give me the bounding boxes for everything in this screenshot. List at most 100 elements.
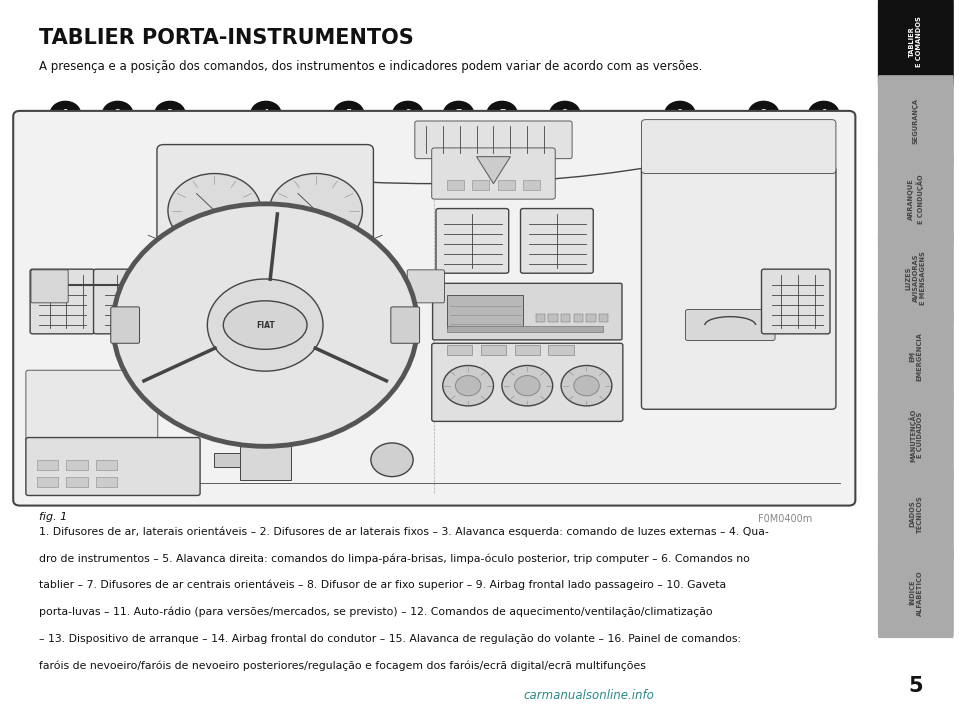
Bar bbox=[66, 460, 87, 470]
Circle shape bbox=[256, 231, 299, 264]
FancyBboxPatch shape bbox=[31, 270, 68, 303]
FancyBboxPatch shape bbox=[877, 390, 954, 481]
Circle shape bbox=[455, 376, 481, 396]
Circle shape bbox=[630, 480, 660, 506]
Text: TABLIER
E COMANDOS: TABLIER E COMANDOS bbox=[909, 16, 923, 67]
Bar bbox=[36, 476, 58, 487]
FancyBboxPatch shape bbox=[877, 311, 954, 402]
Bar bbox=[599, 314, 609, 322]
Text: dro de instrumentos – 5. Alavanca direita: comandos do limpa-pára-brisas, limpa-: dro de instrumentos – 5. Alavanca direit… bbox=[39, 553, 750, 564]
Text: 1: 1 bbox=[821, 109, 827, 118]
Circle shape bbox=[487, 101, 517, 126]
Text: 15: 15 bbox=[164, 489, 177, 497]
FancyBboxPatch shape bbox=[432, 343, 623, 421]
Text: 8: 8 bbox=[562, 109, 568, 118]
Bar bbox=[66, 476, 87, 487]
FancyBboxPatch shape bbox=[93, 269, 157, 334]
Text: 9: 9 bbox=[677, 109, 684, 118]
Bar bbox=[481, 345, 506, 355]
Bar bbox=[536, 314, 545, 322]
Bar bbox=[587, 314, 596, 322]
Bar bbox=[574, 314, 583, 322]
Circle shape bbox=[808, 101, 839, 126]
Bar bbox=[472, 180, 490, 190]
Bar bbox=[207, 263, 228, 271]
Circle shape bbox=[515, 376, 540, 396]
FancyBboxPatch shape bbox=[433, 284, 622, 340]
Text: 1: 1 bbox=[62, 109, 68, 118]
Bar bbox=[289, 263, 310, 271]
Text: A presença e a posição dos comandos, dos instrumentos e indicadores podem variar: A presença e a posição dos comandos, dos… bbox=[39, 60, 703, 73]
Circle shape bbox=[440, 480, 470, 506]
FancyBboxPatch shape bbox=[415, 121, 572, 159]
Circle shape bbox=[443, 101, 474, 126]
Circle shape bbox=[168, 174, 261, 247]
FancyBboxPatch shape bbox=[156, 145, 373, 290]
Circle shape bbox=[251, 101, 281, 126]
FancyBboxPatch shape bbox=[877, 233, 954, 323]
Circle shape bbox=[515, 480, 545, 506]
Circle shape bbox=[561, 366, 612, 406]
Circle shape bbox=[102, 101, 133, 126]
Bar bbox=[515, 345, 540, 355]
Bar bbox=[235, 263, 256, 271]
FancyBboxPatch shape bbox=[877, 75, 954, 166]
Text: 3: 3 bbox=[167, 109, 173, 118]
Circle shape bbox=[113, 204, 418, 447]
FancyBboxPatch shape bbox=[520, 208, 593, 273]
Bar bbox=[548, 345, 574, 355]
Bar bbox=[561, 314, 570, 322]
Text: TABLIER PORTA-INSTRUMENTOS: TABLIER PORTA-INSTRUMENTOS bbox=[39, 28, 414, 48]
Text: LUZES
AVISADORAS
E MENSAGENS: LUZES AVISADORAS E MENSAGENS bbox=[906, 251, 925, 305]
FancyBboxPatch shape bbox=[407, 270, 444, 303]
Text: tablier – 7. Difusores de ar centrais orientáveis – 8. Difusor de ar fixo superi: tablier – 7. Difusores de ar centrais or… bbox=[39, 580, 727, 591]
Text: DADOS
TÉCNICOS: DADOS TÉCNICOS bbox=[909, 495, 923, 533]
Text: FIAT: FIAT bbox=[255, 320, 275, 330]
Text: ARRANQUE
E CONDUÇÃO: ARRANQUE E CONDUÇÃO bbox=[908, 174, 924, 224]
Text: 16: 16 bbox=[89, 489, 102, 497]
Bar bbox=[180, 263, 202, 271]
FancyBboxPatch shape bbox=[877, 547, 954, 638]
Bar bbox=[96, 476, 117, 487]
Polygon shape bbox=[476, 157, 511, 184]
Ellipse shape bbox=[224, 301, 307, 350]
FancyBboxPatch shape bbox=[761, 269, 830, 334]
FancyBboxPatch shape bbox=[877, 469, 954, 559]
Text: 2: 2 bbox=[760, 109, 767, 118]
FancyBboxPatch shape bbox=[110, 307, 139, 343]
Text: fig. 1: fig. 1 bbox=[39, 512, 67, 522]
Circle shape bbox=[502, 366, 553, 406]
Circle shape bbox=[748, 101, 780, 126]
Text: 5: 5 bbox=[346, 109, 351, 118]
Text: F0M0400m: F0M0400m bbox=[758, 514, 812, 524]
Circle shape bbox=[231, 231, 274, 264]
Text: 1. Difusores de ar, laterais orientáveis – 2. Difusores de ar laterais fixos – 3: 1. Difusores de ar, laterais orientáveis… bbox=[39, 526, 769, 537]
Circle shape bbox=[443, 366, 493, 406]
FancyBboxPatch shape bbox=[877, 0, 954, 87]
Text: porta-luvas – 11. Auto-rádio (para versões/mercados, se previsto) – 12. Comandos: porta-luvas – 11. Auto-rádio (para versõ… bbox=[39, 607, 713, 618]
Text: EM
EMERGÊNCIA: EM EMERGÊNCIA bbox=[909, 333, 923, 381]
Bar bbox=[36, 460, 58, 470]
FancyBboxPatch shape bbox=[391, 307, 420, 343]
FancyBboxPatch shape bbox=[26, 370, 157, 442]
Circle shape bbox=[155, 480, 185, 506]
Circle shape bbox=[333, 101, 365, 126]
FancyBboxPatch shape bbox=[13, 111, 855, 506]
Circle shape bbox=[307, 480, 338, 506]
Bar bbox=[96, 460, 117, 470]
FancyBboxPatch shape bbox=[685, 310, 775, 340]
Bar bbox=[447, 295, 523, 328]
Circle shape bbox=[393, 101, 423, 126]
FancyBboxPatch shape bbox=[436, 208, 509, 273]
FancyBboxPatch shape bbox=[432, 148, 555, 199]
Text: 7: 7 bbox=[455, 109, 462, 118]
FancyBboxPatch shape bbox=[877, 154, 954, 245]
Text: carmanualsonline.info: carmanualsonline.info bbox=[523, 689, 654, 702]
Text: 10: 10 bbox=[638, 489, 651, 497]
Bar bbox=[240, 413, 291, 480]
Circle shape bbox=[549, 101, 581, 126]
Text: 11: 11 bbox=[524, 489, 537, 497]
Circle shape bbox=[81, 480, 111, 506]
Bar bbox=[548, 314, 558, 322]
Circle shape bbox=[50, 101, 81, 126]
